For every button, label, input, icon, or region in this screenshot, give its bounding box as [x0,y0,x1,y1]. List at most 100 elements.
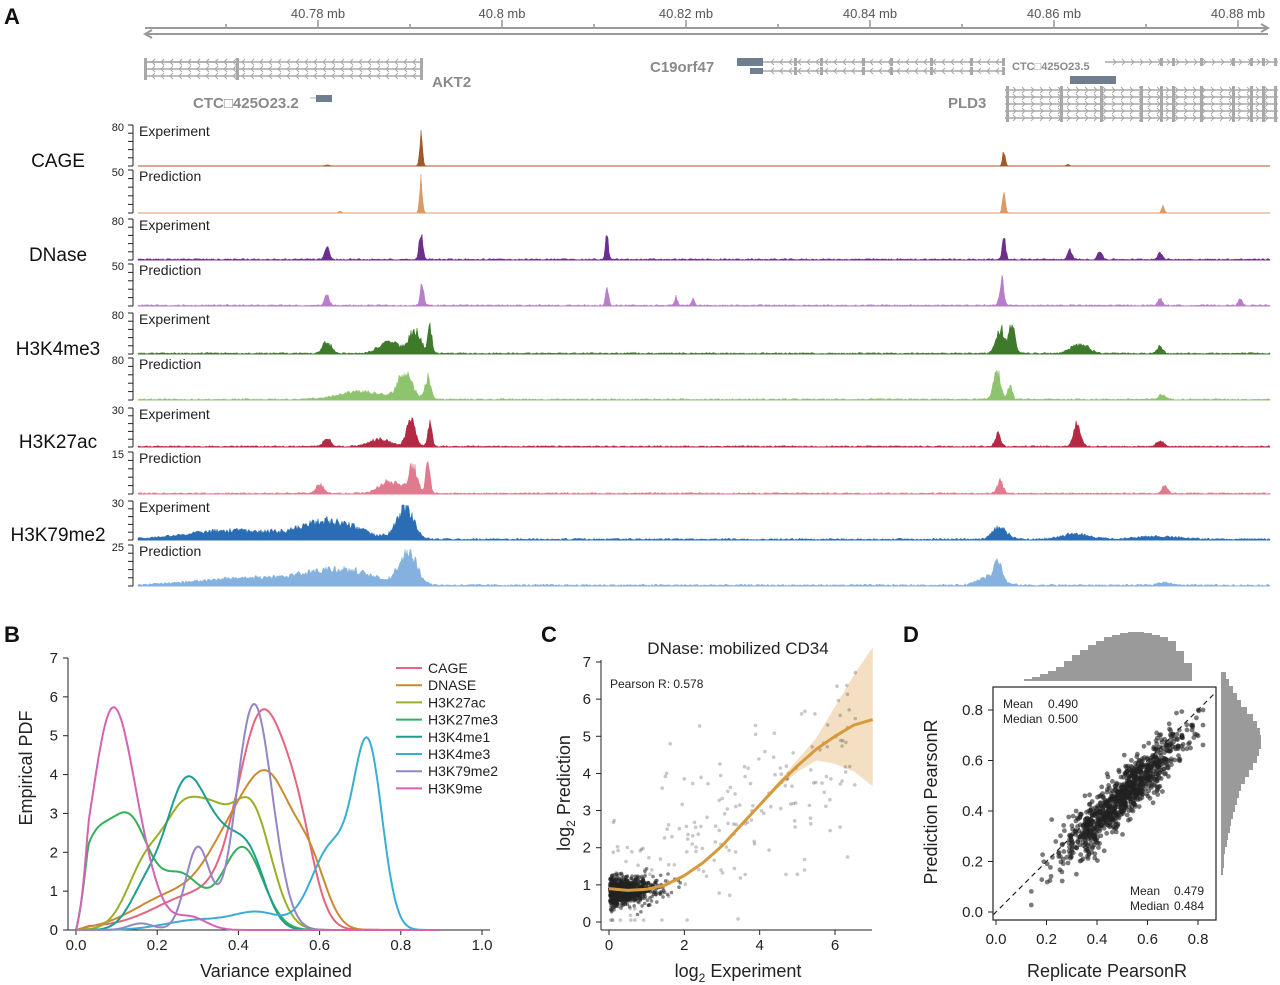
strand-arrow [349,65,354,73]
exon [236,72,239,80]
scatter-point [611,918,615,922]
scatter-point [838,825,842,829]
strand-arrow [770,58,775,66]
scatter-point [608,918,613,922]
scatter-point [666,894,671,898]
strand-arrow [214,58,219,66]
scatter-point [1146,740,1152,746]
strand-arrow [941,67,946,75]
scatter-point [788,802,793,806]
signal-track-h3k27ac-experiment [137,416,1271,448]
strand-arrow [1075,93,1080,101]
strand-arrow [160,65,165,73]
scatter-point [665,827,669,831]
x-tick-label: 0.4 [228,937,249,954]
strand-arrow [1120,86,1125,94]
variance-explained-density-chart: 0.0 0.2 0.4 0.6 0.8 1.001234567CAGEDNASEH3K27… [16,650,498,981]
side-histogram-bar [1221,714,1253,721]
scatter-point [648,872,652,877]
scatter-point [1154,776,1160,782]
scatter-point [1168,746,1173,751]
exon [1232,114,1235,122]
strand-arrow [1120,107,1125,115]
scatter-point [650,868,654,872]
strand-arrow [385,72,390,80]
scatter-point [753,723,758,728]
scatter-point [610,918,614,922]
strand-arrow [376,58,381,66]
scatter-point [660,918,664,922]
replicate-vs-prediction-chart: 0.0 0.2 0.4 0.6 0.8 0.0 0.2 0.4 0.6 0.8 Mean 0.49… [921,632,1261,981]
strand-arrow [1210,86,1215,94]
strand-arrow [1264,114,1269,122]
scatter-point [642,901,647,906]
scatter-point [639,910,643,914]
exon [862,67,865,75]
signal-track-cage-prediction [137,173,1271,214]
legend-label: CAGE [428,660,468,676]
strand-arrow [1093,93,1098,101]
strand-arrow [1130,58,1135,66]
scatter-point [733,850,738,854]
scatter-point [1125,784,1131,789]
scatter-point [1160,789,1165,794]
top-histogram-bar [1168,641,1176,681]
scatter-point [725,807,730,811]
scatter-point [638,849,642,853]
scatter-point [642,892,647,896]
strand-arrow [322,65,327,73]
scatter-point [1124,812,1130,818]
scatter-point [840,779,844,783]
scatter-point [1151,756,1157,762]
scatter-point [1172,744,1178,750]
strand-arrow [241,72,246,80]
strand-arrow [394,65,399,73]
scatter-point [1059,878,1065,884]
scatter-point [1114,780,1119,786]
strand-arrow [1237,100,1242,108]
scatter-point [718,773,723,778]
scatter-point [655,900,659,904]
scatter-point [1190,722,1195,728]
strand-arrow [1048,86,1053,94]
strand-arrow [1183,93,1188,101]
exon [1200,114,1203,122]
scatter-point [848,764,852,769]
side-histogram-bar [1221,833,1228,840]
strand-arrow [1237,107,1242,115]
scatter-point [1129,779,1135,785]
scatter-point [1105,774,1111,780]
scatter-point [717,798,721,803]
strand-arrow [1012,107,1017,115]
track-max-value: 30 [112,405,124,417]
strand-arrow [232,72,237,80]
scatter-point [609,899,614,903]
scatter-point [1200,742,1206,748]
scatter-point [1068,853,1074,859]
strand-arrow [1210,100,1215,108]
scatter-point [620,873,624,877]
scatter-point [1155,792,1161,797]
scatter-point [1151,761,1157,766]
chart-title: DNase: mobilized CD34 [647,639,828,658]
scatter-point [669,890,674,895]
strand-arrow [1048,93,1053,101]
scatter-point [1145,777,1151,782]
scatter-point [1124,791,1130,796]
scatter-point [1174,731,1180,737]
scatter-point [626,892,630,897]
scatter-point [1115,794,1121,800]
panel-label-c: C [541,622,557,647]
scatter-point [724,845,729,849]
scatter-point [692,820,697,825]
scatter-point [614,872,619,876]
strand-arrow [1166,58,1171,66]
scatter-point [640,904,644,908]
side-histogram-bar [1221,805,1235,812]
scatter-point [845,692,850,697]
signal-track-h3k4me3-prediction [137,369,1271,401]
scatter-point [616,896,620,901]
strand-arrow [1183,100,1188,108]
scatter-point [613,903,618,908]
